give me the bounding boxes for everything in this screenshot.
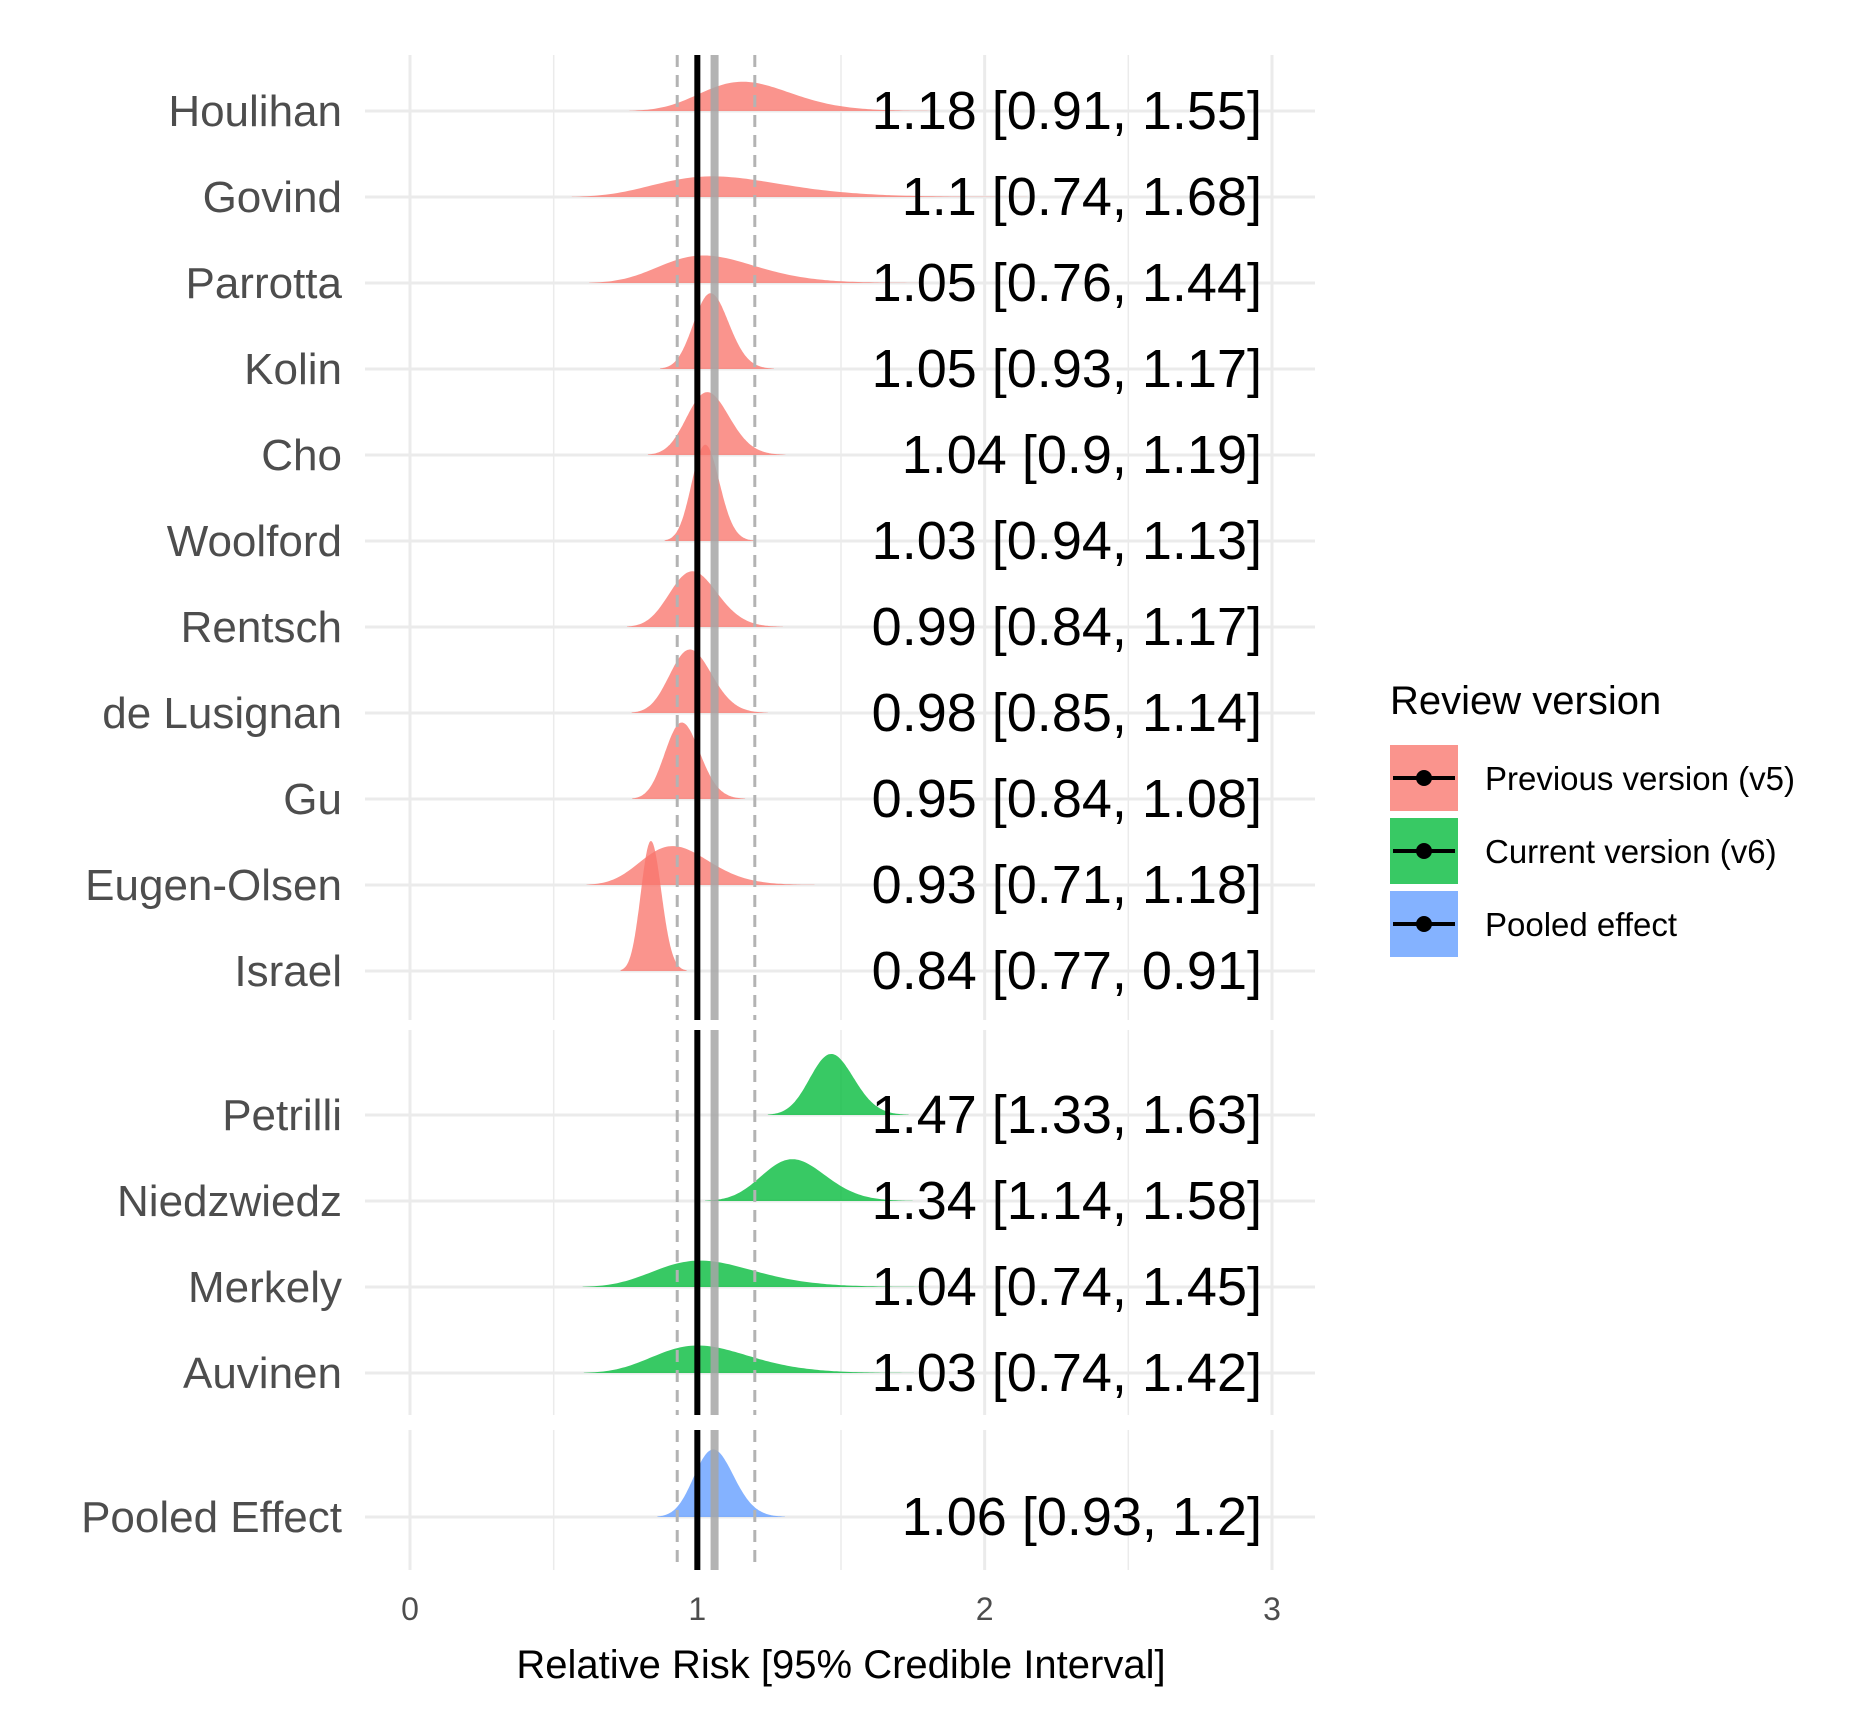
legend-point-key — [1416, 770, 1432, 786]
study-name: Niedzwiedz — [117, 1177, 342, 1226]
estimate-label: 0.93 [0.71, 1.18] — [872, 855, 1262, 915]
study-name: Israel — [234, 947, 342, 996]
study-name: Woolford — [167, 517, 342, 566]
estimate-label: 1.05 [0.93, 1.17] — [872, 339, 1262, 399]
x-axis: 0 1 2 3 — [401, 1591, 1281, 1627]
legend-entry: Previous version (v5) — [1390, 745, 1795, 811]
estimate-label: 1.04 [0.74, 1.45] — [872, 1257, 1262, 1317]
study-name: Parrotta — [185, 259, 342, 308]
study-name: de Lusignan — [102, 689, 342, 738]
estimate-label: 1.03 [0.94, 1.13] — [872, 511, 1262, 571]
legend-title: Review version — [1390, 679, 1661, 723]
estimate-label: 1.03 [0.74, 1.42] — [872, 1343, 1262, 1403]
study-name: Eugen-Olsen — [85, 861, 342, 910]
estimate-label: 1.1 [0.74, 1.68] — [902, 167, 1262, 227]
study-labels: Houlihan Govind Parrotta Kolin Cho Woolford Re… — [81, 87, 342, 1542]
legend-label: Previous version (v5) — [1485, 760, 1795, 797]
density-ridge — [627, 571, 783, 627]
density-ridges — [571, 81, 1028, 1517]
study-name: Houlihan — [168, 87, 342, 136]
study-name: Merkely — [188, 1263, 342, 1312]
panel — [365, 1430, 1315, 1570]
estimate-label: 1.34 [1.14, 1.58] — [872, 1171, 1262, 1231]
legend-entry: Current version (v6) — [1390, 818, 1777, 884]
estimate-label: 1.47 [1.33, 1.63] — [872, 1085, 1262, 1145]
study-name: Auvinen — [183, 1349, 342, 1398]
legend-entry: Pooled effect — [1390, 891, 1677, 957]
x-tick-label: 2 — [976, 1591, 994, 1627]
density-ridge — [705, 1159, 913, 1201]
legend-point-key — [1416, 843, 1432, 859]
density-ridge — [571, 176, 1028, 197]
x-tick-label: 0 — [401, 1591, 419, 1627]
legend: Review version Previous version (v5) Curr… — [1390, 679, 1795, 957]
density-ridge — [767, 1054, 909, 1115]
estimate-label: 1.18 [0.91, 1.55] — [872, 81, 1262, 141]
estimate-label: 0.98 [0.85, 1.14] — [872, 683, 1262, 743]
x-tick-label: 1 — [688, 1591, 706, 1627]
x-tick-label: 3 — [1263, 1591, 1281, 1627]
density-ridge — [632, 722, 746, 799]
study-name: Gu — [283, 775, 342, 824]
value-labels: 1.18 [0.91, 1.55] 1.1 [0.74, 1.68] 1.05 [0… — [872, 81, 1262, 1547]
density-ridge — [629, 81, 934, 111]
estimate-label: 1.04 [0.9, 1.19] — [902, 425, 1262, 485]
density-ridge — [620, 841, 687, 971]
estimate-label: 0.84 [0.77, 0.91] — [872, 941, 1262, 1001]
density-ridge — [664, 444, 754, 541]
plot-panels — [365, 55, 1315, 1570]
study-name: Kolin — [244, 345, 342, 394]
study-name: Govind — [203, 173, 342, 222]
legend-label: Pooled effect — [1485, 906, 1677, 943]
panel — [365, 55, 1315, 1020]
reference-lines — [675, 55, 757, 1570]
study-name: Rentsch — [181, 603, 342, 652]
estimate-label: 0.95 [0.84, 1.08] — [872, 769, 1262, 829]
legend-point-key — [1416, 916, 1432, 932]
density-ridge — [589, 255, 919, 283]
legend-label: Current version (v6) — [1485, 833, 1777, 870]
study-name: Cho — [261, 431, 342, 480]
x-axis-title: Relative Risk [95% Credible Interval] — [516, 1643, 1165, 1687]
estimate-label: 1.05 [0.76, 1.44] — [872, 253, 1262, 313]
study-name: Petrilli — [222, 1091, 342, 1140]
density-ridge — [657, 1449, 785, 1517]
study-name: Pooled Effect — [81, 1493, 342, 1542]
density-ridge — [583, 1345, 914, 1373]
density-ridge — [586, 846, 815, 885]
estimate-label: 0.99 [0.84, 1.17] — [872, 597, 1262, 657]
estimate-label: 1.06 [0.93, 1.2] — [902, 1487, 1262, 1547]
